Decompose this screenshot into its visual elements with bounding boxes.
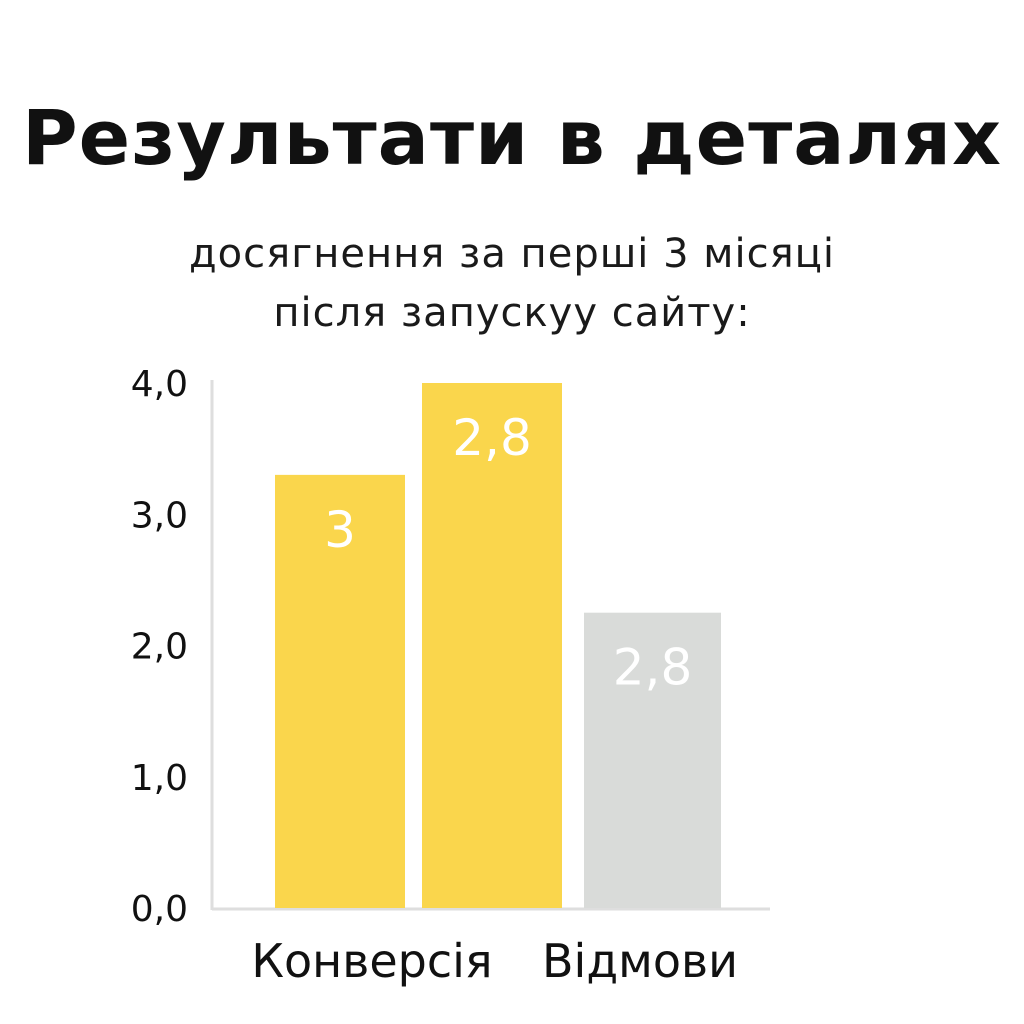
category-label: Конверсія (251, 934, 492, 988)
y-tick-label: 2,0 (131, 627, 188, 668)
bar (275, 474, 405, 908)
bar-value-label: 2,8 (452, 409, 532, 467)
y-tick-label: 1,0 (131, 758, 188, 799)
category-label: Відмови (542, 934, 738, 988)
y-tick-label: 4,0 (131, 364, 188, 405)
chart-subtitle-line-1: досягнення за перші 3 місяці (189, 231, 835, 277)
bar (422, 383, 562, 908)
y-tick-label: 0,0 (131, 889, 188, 930)
chart-subtitle-line-2: після запускуу сайту: (273, 290, 751, 336)
chart-title: Результати в деталях (21, 93, 1003, 182)
bar-value-label: 2,8 (613, 639, 693, 697)
bar (584, 612, 721, 908)
y-tick-label: 3,0 (131, 495, 188, 536)
bar-value-label: 3 (324, 501, 356, 559)
